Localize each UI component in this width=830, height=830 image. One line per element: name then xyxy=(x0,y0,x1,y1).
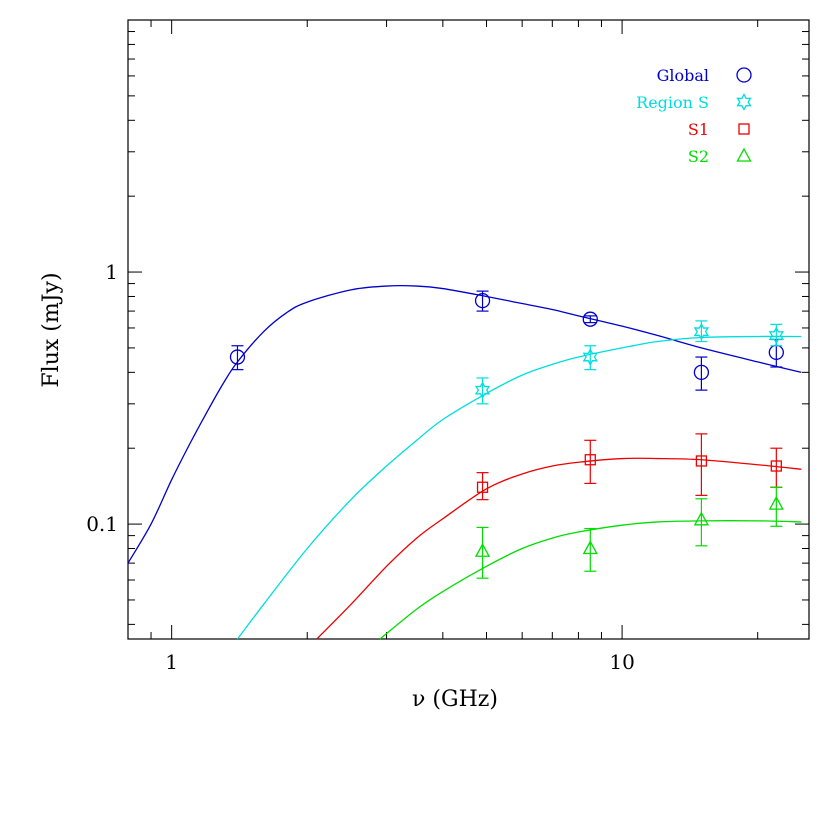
data-point-s2 xyxy=(768,486,784,527)
point-marker xyxy=(693,364,710,380)
legend-marker xyxy=(736,147,752,162)
point-marker xyxy=(768,326,784,345)
data-point-region-s xyxy=(582,345,598,371)
fit-curves xyxy=(127,284,802,640)
legend-marker xyxy=(738,123,750,135)
data-points xyxy=(229,290,784,579)
data-point-s1 xyxy=(476,472,489,501)
point-marker xyxy=(693,322,710,341)
point-marker xyxy=(693,511,709,526)
data-point-s1 xyxy=(770,447,783,488)
point-marker xyxy=(474,542,491,557)
data-point-global xyxy=(229,345,246,371)
fit-curve-region-s xyxy=(236,335,802,640)
data-point-s1 xyxy=(695,433,708,496)
data-point-region-s xyxy=(693,320,710,343)
data-point-s2 xyxy=(693,498,709,547)
tick-labels: 1 10 0.1 1 xyxy=(86,260,635,674)
data-point-s1 xyxy=(584,439,597,485)
legend-label: S2 xyxy=(688,147,709,166)
data-point-s2 xyxy=(474,526,491,579)
point-marker xyxy=(582,540,598,555)
x-tick-label: 10 xyxy=(609,650,634,674)
point-marker xyxy=(582,311,598,327)
x-axis-title: ν (GHz) xyxy=(412,687,498,712)
legend-label: S1 xyxy=(688,120,709,139)
y-axis-title: Flux (mJy) xyxy=(39,272,64,387)
data-point-region-s xyxy=(474,377,491,405)
point-marker xyxy=(695,455,708,467)
data-point-global xyxy=(474,290,491,312)
point-marker xyxy=(770,460,782,472)
point-marker xyxy=(476,481,489,493)
fit-curve-s1 xyxy=(316,457,802,640)
legend-marker xyxy=(736,93,752,111)
legend-label: Global xyxy=(657,66,709,85)
plot-frame xyxy=(127,19,810,640)
point-marker xyxy=(474,293,491,309)
data-point-global xyxy=(582,311,598,327)
data-point-s2 xyxy=(582,527,598,572)
point-marker xyxy=(474,381,491,399)
y-tick-label: 1 xyxy=(105,260,118,284)
axis-ticks xyxy=(127,19,809,639)
legend-label: Region S xyxy=(636,93,709,112)
y-tick-label: 0.1 xyxy=(86,512,118,536)
data-point-global xyxy=(693,356,710,391)
point-marker xyxy=(584,454,596,466)
fit-curve-global xyxy=(127,284,802,564)
x-tick-label: 1 xyxy=(165,650,178,674)
legend-marker xyxy=(736,67,752,83)
point-marker xyxy=(229,349,246,365)
point-marker xyxy=(768,495,784,510)
point-marker xyxy=(582,348,598,366)
legend: Global Region S S1 S2 xyxy=(636,66,752,166)
data-point-region-s xyxy=(768,323,784,347)
